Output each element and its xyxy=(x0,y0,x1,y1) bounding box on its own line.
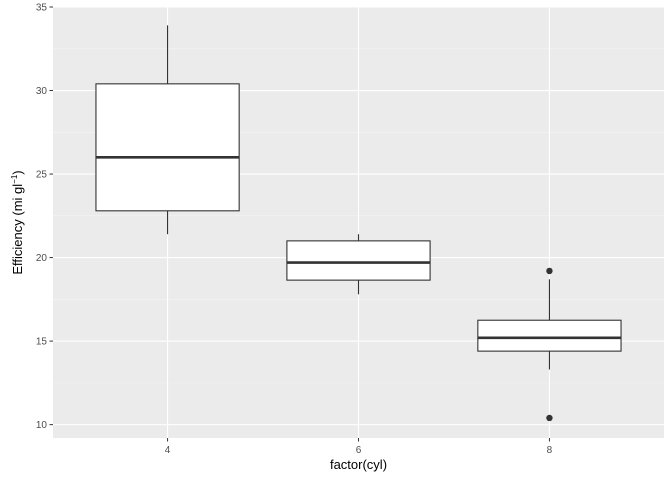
x-tick-label: 6 xyxy=(356,445,362,456)
y-tick-label: 30 xyxy=(36,86,48,97)
y-axis-title: Efficiency (mi gl−1) xyxy=(10,170,25,274)
outlier-point xyxy=(546,414,553,422)
y-tick-label: 10 xyxy=(36,420,48,431)
box-group-4 xyxy=(95,25,240,235)
box-layer xyxy=(95,25,622,422)
x-tick-label: 4 xyxy=(165,445,171,456)
box-group-8 xyxy=(477,267,622,422)
y-tick-label: 15 xyxy=(36,337,48,348)
y-axis-title-close: ) xyxy=(10,170,25,174)
x-axis-title: factor(cyl) xyxy=(330,457,387,472)
box-iqr xyxy=(477,319,622,352)
x-tick-label: 8 xyxy=(547,445,553,456)
y-axis-title-superscript: −1 xyxy=(10,174,19,184)
y-tick-label: 25 xyxy=(36,170,48,181)
x-axis: 4 6 8 xyxy=(165,438,553,456)
y-tick-label: 35 xyxy=(36,3,48,14)
y-axis-title-base: Efficiency (mi gl xyxy=(10,184,25,275)
box-group-6 xyxy=(286,234,431,295)
outlier-point xyxy=(546,267,553,275)
box-iqr xyxy=(95,83,240,212)
y-tick-label: 20 xyxy=(36,253,48,264)
y-axis: 10 15 20 25 30 35 xyxy=(36,3,53,431)
box-iqr xyxy=(286,240,431,281)
